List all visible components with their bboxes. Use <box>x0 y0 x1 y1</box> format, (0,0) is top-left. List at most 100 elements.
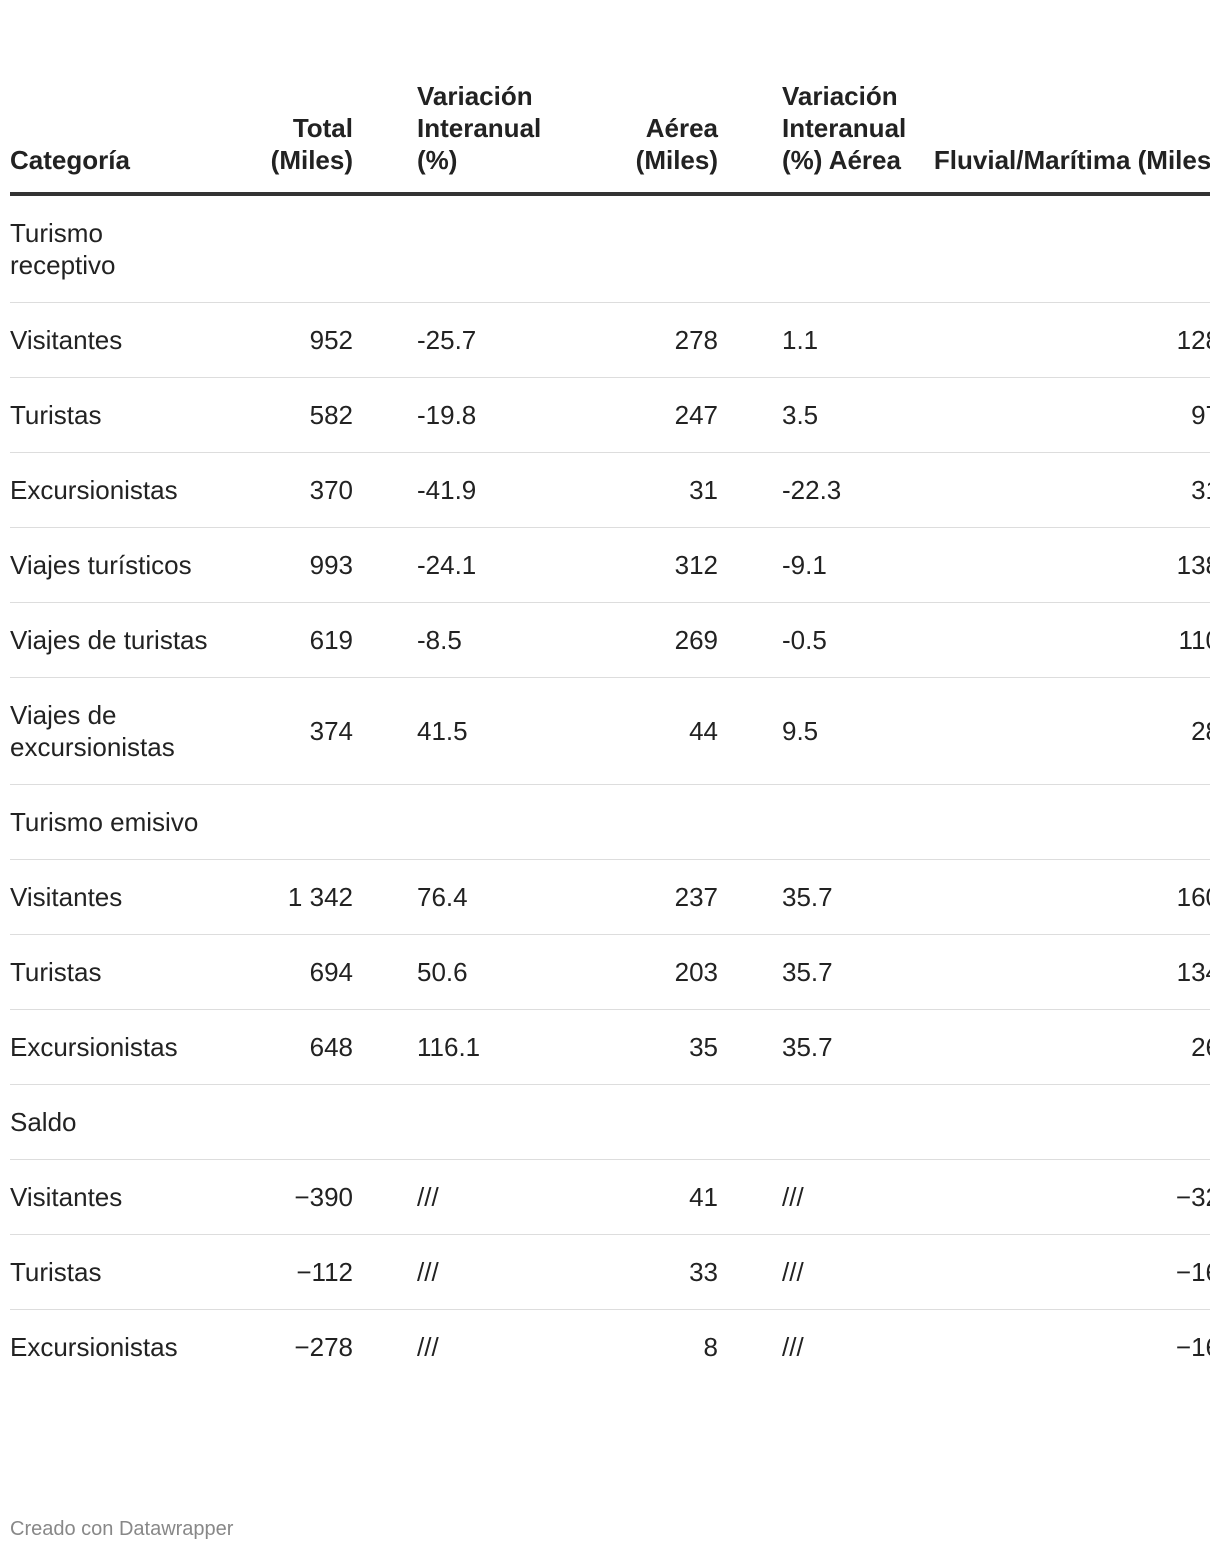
cell: 993 <box>222 527 353 603</box>
row-label: Turistas <box>10 377 222 453</box>
cell: 138 <box>918 527 1210 603</box>
cell: −32 <box>918 1159 1210 1235</box>
cell: 50.6 <box>353 934 558 1010</box>
cell: 134 <box>918 934 1210 1010</box>
cell: 237 <box>558 859 718 935</box>
header-row: Categoría Total (Miles) Variación Interanu… <box>10 80 1210 196</box>
cell: -25.7 <box>353 302 558 378</box>
cell <box>558 194 718 303</box>
cell: 3.5 <box>718 377 918 453</box>
cell: 44 <box>558 677 718 785</box>
cell: /// <box>353 1159 558 1235</box>
cell: 31 <box>918 452 1210 528</box>
cell: 582 <box>222 377 353 453</box>
row-label: Excursionistas <box>10 452 222 528</box>
cell: /// <box>417 1332 439 1362</box>
row-label: Visitantes <box>10 859 222 935</box>
column-header: Variación Interanual (%) Aérea <box>718 80 918 196</box>
column-header: Fluvial/Marítima (Miles) <box>918 80 1210 196</box>
cell: 160 <box>918 859 1210 935</box>
cell: 203 <box>558 934 718 1010</box>
cell <box>222 194 353 303</box>
cell: /// <box>718 1159 918 1235</box>
row-label: Turistas <box>10 934 222 1010</box>
cell: -19.8 <box>353 377 558 453</box>
cell: 247 <box>558 377 718 453</box>
row-label: Visitantes <box>10 1159 222 1235</box>
data-row: Visitantes−390///41///−32 <box>10 1159 1210 1235</box>
cell: /// <box>353 1234 558 1310</box>
cell: /// <box>782 1332 804 1362</box>
cell: 1 342 <box>222 859 353 935</box>
cell: −16 <box>918 1234 1210 1310</box>
cell: 116.1 <box>353 1009 558 1085</box>
column-header: Aérea (Miles) <box>558 80 718 196</box>
cell: −112 <box>222 1234 353 1310</box>
cell <box>222 784 353 860</box>
cell: 35.7 <box>718 859 918 935</box>
cell: 269 <box>558 602 718 678</box>
cell: 619 <box>222 602 353 678</box>
row-label: Excursionistas <box>10 1009 222 1085</box>
cell: 41 <box>558 1159 718 1235</box>
row-label: Turistas <box>10 1234 222 1310</box>
row-label: Viajes de excursionistas <box>10 677 222 785</box>
column-header: Total (Miles) <box>222 80 353 196</box>
column-header: Variación Interanual (%) <box>353 80 558 196</box>
cell: 278 <box>558 302 718 378</box>
cell: 648 <box>222 1009 353 1085</box>
data-row: Turistas−112///33///−16 <box>10 1234 1210 1310</box>
table-container: Categoría Total (Miles) Variación Interanu… <box>10 80 1210 1384</box>
cell <box>718 1084 918 1160</box>
row-label: Turismo receptivo <box>10 194 222 303</box>
credit: Creado con Datawrapper <box>10 1518 234 1540</box>
cell: 374 <box>222 677 353 785</box>
cell: 26 <box>918 1009 1210 1085</box>
cell <box>718 194 918 303</box>
cell: /// <box>718 1234 918 1310</box>
cell: 370 <box>222 452 353 528</box>
row-label: Turismo emisivo <box>10 784 222 860</box>
cell: 694 <box>222 934 353 1010</box>
row-label: Saldo <box>10 1084 222 1160</box>
row-label: Viajes de turistas <box>10 602 222 678</box>
cell: 312 <box>558 527 718 603</box>
cell <box>558 784 718 860</box>
cell <box>558 1084 718 1160</box>
cell <box>918 1084 1210 1160</box>
cell: -41.9 <box>353 452 558 528</box>
cell: −16 <box>1175 1332 1210 1362</box>
cell <box>353 784 558 860</box>
cell: 128 <box>918 302 1210 378</box>
cell <box>222 1084 353 1160</box>
cell: 41.5 <box>353 677 558 785</box>
cell: -9.1 <box>718 527 918 603</box>
cell: -0.5 <box>718 602 918 678</box>
cell: 28 <box>918 677 1210 785</box>
cell: 97 <box>918 377 1210 453</box>
column-header: Categoría <box>10 80 222 196</box>
cell: 76.4 <box>353 859 558 935</box>
data-row: Excursionistas −278 /// 8 /// −16 <box>10 1310 1210 1385</box>
row-label: Visitantes <box>10 302 222 378</box>
cell <box>718 784 918 860</box>
cell: -22.3 <box>718 452 918 528</box>
cell: 9.5 <box>718 677 918 785</box>
cell: −278 <box>294 1332 353 1362</box>
cell: 8 <box>703 1332 718 1362</box>
cell: 952 <box>222 302 353 378</box>
cell <box>353 1084 558 1160</box>
cell: 1.1 <box>718 302 918 378</box>
section-row: Turismo receptivo <box>10 194 1210 303</box>
cell: -8.5 <box>353 602 558 678</box>
cell: 35.7 <box>718 934 918 1010</box>
